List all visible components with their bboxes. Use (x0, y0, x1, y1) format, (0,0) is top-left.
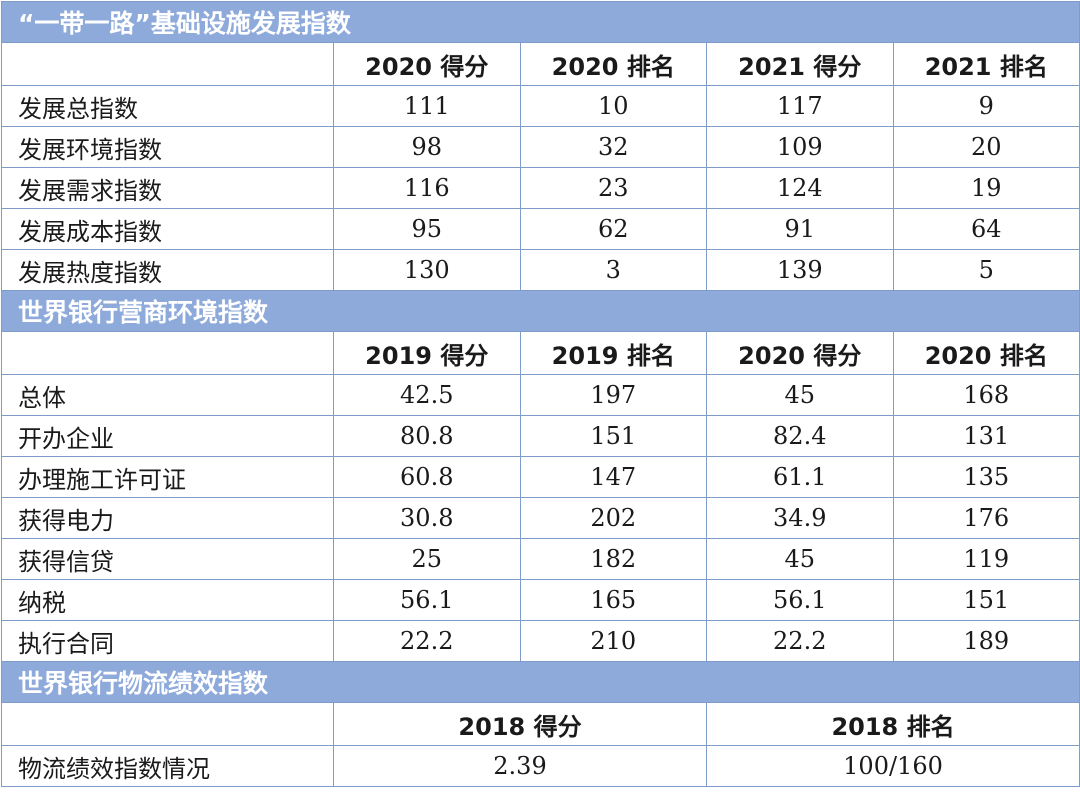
column-header: 2021 排名 (892, 42, 1080, 86)
table-cell: 45 (706, 538, 894, 580)
section-header-business-environment: 世界银行营商环境指数 (0, 290, 1080, 332)
table-cell: 62 (519, 208, 707, 250)
table-cell: 151 (519, 415, 707, 457)
table-cell: 176 (892, 497, 1080, 539)
table-cell: 100/160 (705, 745, 1080, 787)
table-cell: 116 (333, 167, 521, 209)
column-header-row: 2019 得分 2019 排名 2020 得分 2020 排名 (1, 331, 1080, 375)
table-cell: 45 (706, 374, 894, 416)
row-label: 办理施工许可证 (1, 456, 334, 498)
table-cell: 189 (892, 620, 1080, 662)
table-cell: 124 (706, 167, 894, 209)
header-blank-cell (1, 331, 334, 375)
table-cell: 22.2 (706, 620, 894, 662)
table-cell: 95 (333, 208, 521, 250)
table-cell: 119 (892, 538, 1080, 580)
table-cell: 80.8 (333, 415, 521, 457)
table-cell: 109 (706, 126, 894, 168)
table-row: 纳税 56.1 165 56.1 151 (1, 579, 1080, 621)
table-cell: 91 (706, 208, 894, 250)
section-title: 世界银行营商环境指数 (0, 290, 1080, 332)
header-blank-cell (1, 42, 334, 86)
row-label: 发展需求指数 (1, 167, 334, 209)
table-cell: 23 (519, 167, 707, 209)
row-label: 发展成本指数 (1, 208, 334, 250)
table-row: 发展总指数 111 10 117 9 (1, 85, 1080, 127)
table-cell: 130 (333, 249, 521, 291)
row-label: 获得电力 (1, 497, 334, 539)
table-row: 发展成本指数 95 62 91 64 (1, 208, 1080, 250)
column-header: 2021 得分 (706, 42, 894, 86)
table-cell: 20 (892, 126, 1080, 168)
table-cell: 135 (892, 456, 1080, 498)
table-row: 获得信贷 25 182 45 119 (1, 538, 1080, 580)
section-header-infrastructure: “一带一路”基础设施发展指数 (0, 1, 1080, 43)
table-cell: 19 (892, 167, 1080, 209)
table-cell: 56.1 (333, 579, 521, 621)
table-cell: 168 (892, 374, 1080, 416)
table-cell: 5 (892, 249, 1080, 291)
row-label: 总体 (1, 374, 334, 416)
table-cell: 30.8 (333, 497, 521, 539)
table-cell: 151 (892, 579, 1080, 621)
table-cell: 9 (892, 85, 1080, 127)
column-header: 2020 排名 (892, 331, 1080, 375)
table-cell: 3 (519, 249, 707, 291)
row-label: 获得信贷 (1, 538, 334, 580)
section-title: “一带一路”基础设施发展指数 (0, 1, 1080, 43)
table-cell: 2.39 (333, 745, 707, 787)
table-cell: 22.2 (333, 620, 521, 662)
table-row: 发展需求指数 116 23 124 19 (1, 167, 1080, 209)
table-cell: 25 (333, 538, 521, 580)
table-cell: 98 (333, 126, 521, 168)
table-cell: 139 (706, 249, 894, 291)
table-cell: 60.8 (333, 456, 521, 498)
row-label: 发展热度指数 (1, 249, 334, 291)
table-row: 物流绩效指数情况 2.39 100/160 (1, 745, 1080, 787)
table-row: 获得电力 30.8 202 34.9 176 (1, 497, 1080, 539)
table-cell: 117 (706, 85, 894, 127)
column-header: 2019 排名 (519, 331, 707, 375)
table-cell: 147 (519, 456, 707, 498)
column-header: 2018 排名 (705, 702, 1080, 746)
table-cell: 34.9 (706, 497, 894, 539)
table-row: 执行合同 22.2 210 22.2 189 (1, 620, 1080, 662)
row-label: 发展总指数 (1, 85, 334, 127)
table-cell: 10 (519, 85, 707, 127)
table-row: 办理施工许可证 60.8 147 61.1 135 (1, 456, 1080, 498)
section-title: 世界银行物流绩效指数 (0, 661, 1080, 703)
column-header: 2020 排名 (519, 42, 707, 86)
table-cell: 202 (519, 497, 707, 539)
column-header-row: 2018 得分 2018 排名 (1, 702, 1080, 746)
table-row: 发展环境指数 98 32 109 20 (1, 126, 1080, 168)
table-cell: 61.1 (706, 456, 894, 498)
header-blank-cell (1, 702, 334, 746)
table-row: 开办企业 80.8 151 82.4 131 (1, 415, 1080, 457)
section-header-logistics: 世界银行物流绩效指数 (0, 661, 1080, 703)
table-cell: 82.4 (706, 415, 894, 457)
row-label: 执行合同 (1, 620, 334, 662)
column-header-row: 2020 得分 2020 排名 2021 得分 2021 排名 (1, 42, 1080, 86)
row-label: 纳税 (1, 579, 334, 621)
column-header: 2020 得分 (333, 42, 521, 86)
table-row: 总体 42.5 197 45 168 (1, 374, 1080, 416)
table-cell: 32 (519, 126, 707, 168)
row-label: 开办企业 (1, 415, 334, 457)
table-cell: 210 (519, 620, 707, 662)
column-header: 2019 得分 (333, 331, 521, 375)
table-cell: 111 (333, 85, 521, 127)
table-cell: 197 (519, 374, 707, 416)
row-label: 发展环境指数 (1, 126, 334, 168)
row-label: 物流绩效指数情况 (1, 745, 334, 787)
table-cell: 42.5 (333, 374, 521, 416)
table-cell: 64 (892, 208, 1080, 250)
table-row: 发展热度指数 130 3 139 5 (1, 249, 1080, 291)
column-header: 2018 得分 (333, 702, 707, 746)
table-cell: 131 (892, 415, 1080, 457)
table-cell: 182 (519, 538, 707, 580)
table-cell: 56.1 (706, 579, 894, 621)
table-cell: 165 (519, 579, 707, 621)
column-header: 2020 得分 (706, 331, 894, 375)
